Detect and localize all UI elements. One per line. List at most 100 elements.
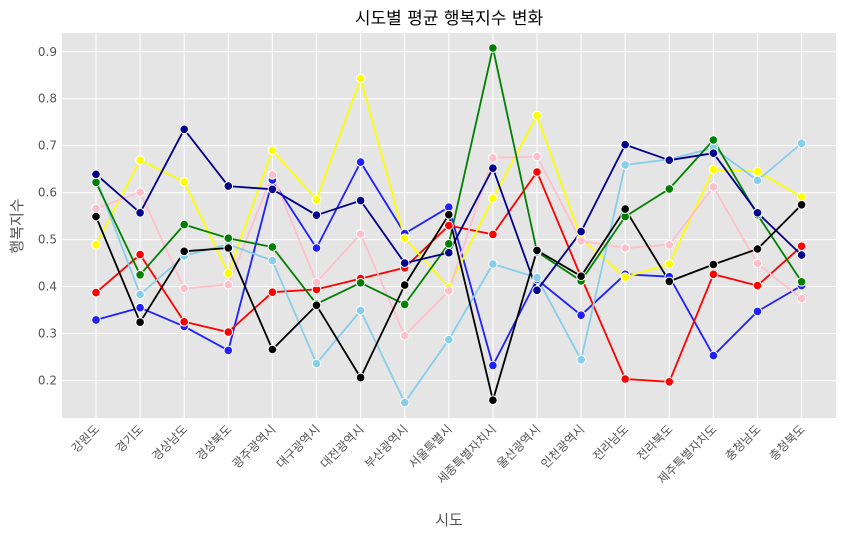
data-point-series-7 bbox=[796, 250, 807, 260]
series-points bbox=[91, 43, 807, 408]
data-point-series-8 bbox=[311, 300, 322, 311]
data-point-series-7 bbox=[135, 208, 145, 218]
data-point-series-6 bbox=[223, 233, 234, 243]
data-point-series-7 bbox=[444, 247, 454, 258]
data-point-series-4 bbox=[399, 331, 410, 341]
data-point-series-8 bbox=[664, 276, 675, 287]
x-tick-label: 광주광역시 bbox=[230, 422, 279, 471]
data-point-series-3 bbox=[355, 73, 366, 84]
data-point-series-5 bbox=[532, 272, 542, 283]
data-point-series-7 bbox=[620, 139, 631, 150]
data-point-series-2 bbox=[444, 220, 454, 231]
data-point-series-4 bbox=[708, 182, 719, 192]
x-axis-title: 시도 bbox=[435, 511, 463, 529]
data-point-series-6 bbox=[664, 184, 675, 194]
chart-title: 시도별 평균 행복지수 변화 bbox=[355, 9, 544, 29]
x-tick-label: 전라남도 bbox=[590, 422, 631, 463]
data-point-series-3 bbox=[532, 110, 542, 121]
data-point-series-1 bbox=[91, 315, 101, 325]
x-tick-label: 경기도 bbox=[113, 422, 146, 455]
data-point-series-3 bbox=[223, 268, 234, 279]
data-point-series-1 bbox=[488, 360, 498, 371]
data-point-series-4 bbox=[796, 293, 807, 304]
data-point-series-3 bbox=[399, 233, 410, 243]
x-tick-label: 경상남도 bbox=[149, 422, 190, 463]
x-tick-label: 충청남도 bbox=[722, 422, 763, 463]
data-point-series-8 bbox=[620, 204, 631, 214]
data-point-series-8 bbox=[796, 200, 807, 210]
data-point-series-4 bbox=[223, 279, 234, 290]
data-point-series-5 bbox=[620, 160, 631, 170]
data-point-series-7 bbox=[399, 258, 410, 268]
data-point-series-2 bbox=[664, 377, 675, 387]
data-point-series-2 bbox=[620, 374, 631, 384]
data-point-series-2 bbox=[752, 280, 763, 291]
data-point-series-7 bbox=[664, 155, 675, 165]
data-point-series-8 bbox=[488, 395, 498, 406]
data-point-series-3 bbox=[179, 177, 189, 187]
data-point-series-8 bbox=[355, 372, 366, 383]
data-point-series-2 bbox=[532, 167, 542, 177]
data-point-series-1 bbox=[135, 302, 145, 313]
y-tick-label: 0.4 bbox=[38, 280, 57, 294]
data-point-series-8 bbox=[752, 244, 763, 254]
x-tick-label: 강원도 bbox=[69, 422, 102, 455]
data-point-series-4 bbox=[752, 258, 763, 269]
y-tick-label: 0.5 bbox=[38, 233, 57, 247]
data-point-series-5 bbox=[135, 289, 145, 300]
y-tick-label: 0.6 bbox=[38, 186, 57, 200]
data-point-series-3 bbox=[91, 240, 101, 250]
data-point-series-7 bbox=[752, 208, 763, 218]
data-point-series-8 bbox=[91, 211, 101, 222]
data-point-series-8 bbox=[708, 259, 719, 270]
data-point-series-6 bbox=[708, 135, 719, 145]
x-tick-label: 울산광역시 bbox=[494, 422, 543, 471]
x-tick-label: 경상북도 bbox=[193, 422, 234, 463]
data-point-series-7 bbox=[267, 184, 278, 195]
data-point-series-5 bbox=[488, 259, 498, 269]
y-axis-ticks: 0.2 0.3 0.4 0.5 0.6 0.7 0.8 0.9 bbox=[38, 45, 57, 388]
data-point-series-6 bbox=[444, 239, 454, 249]
data-point-series-7 bbox=[488, 163, 498, 173]
data-point-series-4 bbox=[664, 240, 675, 250]
data-point-series-4 bbox=[444, 286, 454, 296]
data-point-series-2 bbox=[223, 327, 234, 337]
data-point-series-4 bbox=[91, 203, 101, 214]
data-point-series-8 bbox=[399, 280, 410, 290]
data-point-series-4 bbox=[488, 153, 498, 163]
data-point-series-8 bbox=[179, 246, 189, 257]
data-point-series-7 bbox=[708, 148, 719, 158]
data-point-series-6 bbox=[135, 270, 145, 280]
data-point-series-3 bbox=[620, 272, 631, 282]
data-point-series-1 bbox=[708, 350, 719, 361]
data-point-series-8 bbox=[135, 317, 145, 328]
data-point-series-3 bbox=[135, 155, 145, 165]
data-point-series-1 bbox=[576, 310, 586, 321]
data-point-series-3 bbox=[752, 166, 763, 177]
y-tick-label: 0.2 bbox=[38, 373, 57, 387]
data-point-series-5 bbox=[576, 355, 586, 365]
y-tick-label: 0.9 bbox=[38, 45, 57, 59]
x-tick-label: 대구광역시 bbox=[274, 422, 323, 471]
data-point-series-8 bbox=[223, 243, 234, 253]
data-point-series-7 bbox=[355, 195, 366, 206]
data-point-series-6 bbox=[488, 43, 498, 53]
data-point-series-2 bbox=[179, 317, 189, 327]
data-point-series-7 bbox=[576, 226, 586, 237]
data-point-series-4 bbox=[179, 283, 189, 294]
data-point-series-6 bbox=[355, 278, 366, 288]
data-point-series-2 bbox=[91, 287, 101, 298]
data-point-series-4 bbox=[620, 243, 631, 253]
data-point-series-8 bbox=[576, 271, 586, 282]
data-point-series-6 bbox=[91, 177, 101, 188]
data-point-series-5 bbox=[752, 175, 763, 186]
data-point-series-5 bbox=[444, 334, 454, 345]
data-point-series-1 bbox=[355, 157, 366, 167]
data-point-series-1 bbox=[223, 345, 234, 356]
data-point-series-3 bbox=[488, 193, 498, 204]
data-point-series-8 bbox=[267, 344, 278, 355]
data-point-series-3 bbox=[311, 194, 322, 205]
data-point-series-6 bbox=[179, 219, 189, 230]
data-point-series-5 bbox=[267, 255, 278, 266]
